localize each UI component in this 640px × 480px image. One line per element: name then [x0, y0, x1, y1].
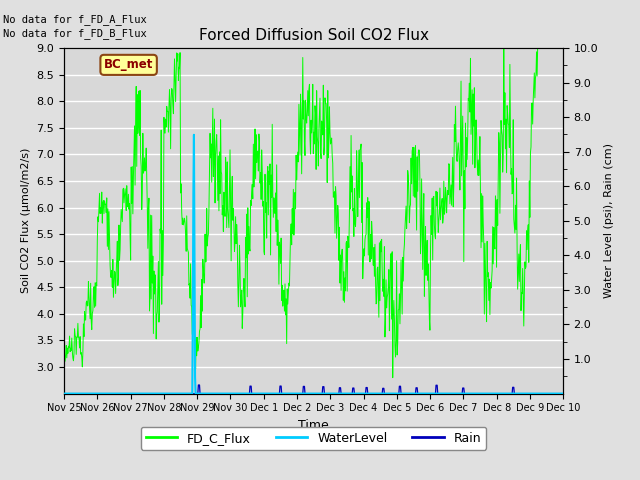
Text: No data for f_FD_A_Flux: No data for f_FD_A_Flux — [3, 13, 147, 24]
Text: No data for f_FD_B_Flux: No data for f_FD_B_Flux — [3, 28, 147, 39]
Y-axis label: Water Level (psi), Rain (cm): Water Level (psi), Rain (cm) — [604, 144, 614, 298]
Title: Forced Diffusion Soil CO2 Flux: Forced Diffusion Soil CO2 Flux — [198, 28, 429, 43]
Y-axis label: Soil CO2 Flux (μmol/m2/s): Soil CO2 Flux (μmol/m2/s) — [21, 148, 31, 293]
Text: BC_met: BC_met — [104, 59, 154, 72]
X-axis label: Time: Time — [298, 419, 329, 432]
Legend: FD_C_Flux, WaterLevel, Rain: FD_C_Flux, WaterLevel, Rain — [141, 427, 486, 450]
